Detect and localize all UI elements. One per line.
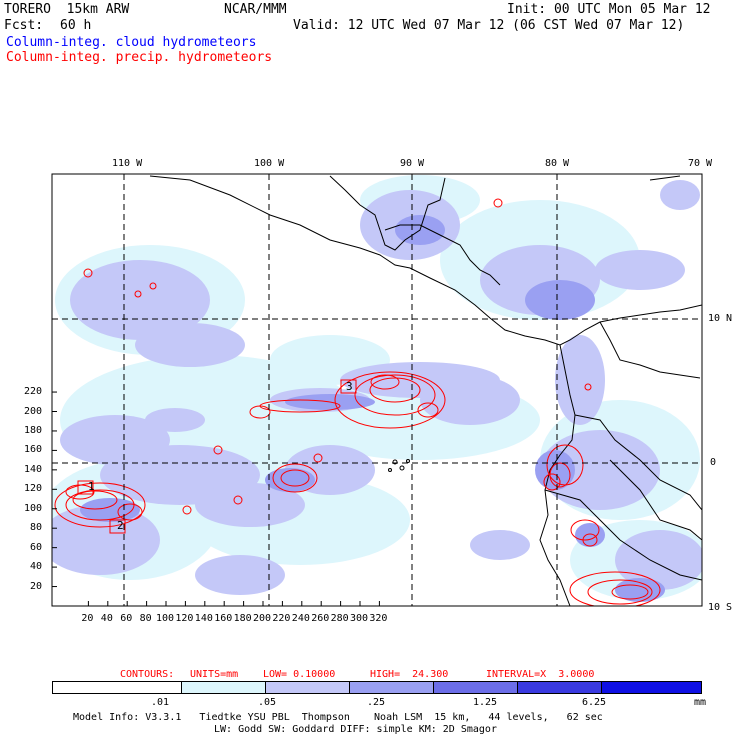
lat-label-10s: 10 S xyxy=(708,602,733,613)
y-axis-label: 200 xyxy=(24,405,43,417)
plot-frame xyxy=(51,173,703,607)
y-axis-label: 60 xyxy=(30,541,43,553)
y-axis-label: 20 xyxy=(30,580,43,592)
forecast-hour: 60 h xyxy=(60,18,92,33)
cloud-shading xyxy=(52,175,702,602)
x-axis-label: 260 xyxy=(311,613,330,624)
x-axis-label: 40 xyxy=(100,613,113,624)
physics-info-line: LW: Godd SW: Goddard DIFF: simple KM: 2D… xyxy=(214,724,497,735)
x-axis-ticks xyxy=(87,601,380,606)
contours-high: HIGH= 24.300 xyxy=(370,669,449,680)
colorbar-swatch xyxy=(53,682,182,693)
x-axis-label: 20 xyxy=(81,613,94,624)
organization-label: NCAR/MMM xyxy=(224,2,287,17)
x-axis-label: 60 xyxy=(120,613,133,624)
colorbar-swatch xyxy=(265,682,350,693)
y-axis-label: 100 xyxy=(24,502,43,514)
model-info-line: Model Info: V3.3.1 Tiedtke YSU PBL Thomp… xyxy=(73,712,603,723)
colorbar-swatch xyxy=(516,682,601,693)
contours-units: UNITS=mm xyxy=(190,669,239,680)
colorbar-label-125: 1.25 xyxy=(473,697,498,708)
x-axis-label: 100 xyxy=(156,613,175,624)
colorbar-unit: mm xyxy=(694,697,707,708)
field-precip-hydrometeors: Column-integ. precip. hydrometeors xyxy=(6,50,273,65)
x-axis-label: 220 xyxy=(272,613,291,624)
x-axis-label: 240 xyxy=(291,613,310,624)
lat-lon-grid xyxy=(52,174,702,606)
colorbar-swatch xyxy=(432,682,517,693)
colorbar-label-25: .25 xyxy=(367,697,386,708)
colorbar-label-01: .01 xyxy=(151,697,170,708)
colorbar-swatch xyxy=(349,682,433,693)
y-axis-label: 220 xyxy=(24,386,43,398)
x-axis-label: 280 xyxy=(330,613,349,624)
colorbar xyxy=(52,681,702,694)
y-axis-label: 140 xyxy=(24,463,43,475)
y-axis-label: 120 xyxy=(24,483,43,495)
contours-interval: INTERVAL=X 3.0000 xyxy=(486,669,595,680)
y-axis-label: 80 xyxy=(30,522,43,534)
colorbar-label-05: .05 xyxy=(258,697,277,708)
y-axis-label: 180 xyxy=(24,424,43,436)
x-axis-label: 200 xyxy=(253,613,272,624)
colorbar-label-625: 6.25 xyxy=(582,697,607,708)
init-time: Init: 00 UTC Mon 05 Mar 12 xyxy=(507,2,711,17)
y-axis-label: 160 xyxy=(24,444,43,456)
x-axis-label: 180 xyxy=(233,613,252,624)
lon-label-80w: 80 W xyxy=(545,158,570,169)
valid-time: Valid: 12 UTC Wed 07 Mar 12 (06 CST Wed … xyxy=(293,18,685,33)
colorbar-swatch xyxy=(600,682,702,693)
x-axis-label: 140 xyxy=(194,613,213,624)
lon-label-90w: 90 W xyxy=(400,158,425,169)
colorbar-swatch xyxy=(181,682,266,693)
station-label-3: 3 xyxy=(346,380,353,393)
x-axis-label: 160 xyxy=(214,613,233,624)
x-axis-label: 80 xyxy=(139,613,152,624)
y-axis-ticks xyxy=(52,391,57,588)
station-label-2: 2 xyxy=(117,519,124,532)
lat-label-0: 0 xyxy=(710,457,717,468)
station-label-1: 1 xyxy=(88,480,95,493)
lon-label-100w: 100 W xyxy=(254,158,285,169)
field-cloud-hydrometeors: Column-integ. cloud hydrometeors xyxy=(6,35,257,50)
contours-low: LOW= 0.10000 xyxy=(263,669,336,680)
x-axis-label: 320 xyxy=(369,613,388,624)
y-axis-label: 40 xyxy=(30,561,43,573)
contours-label: CONTOURS: xyxy=(120,669,175,680)
station-markers xyxy=(77,379,357,534)
x-axis-label: 120 xyxy=(175,613,194,624)
model-title: TORERO 15km ARW xyxy=(4,2,130,17)
lon-label-70w: 70 W xyxy=(688,158,713,169)
precip-contours xyxy=(54,198,661,606)
forecast-label: Fcst: xyxy=(4,18,44,33)
lat-label-10n: 10 N xyxy=(708,313,733,324)
x-axis-label: 300 xyxy=(350,613,369,624)
lon-label-110w: 110 W xyxy=(112,158,143,169)
